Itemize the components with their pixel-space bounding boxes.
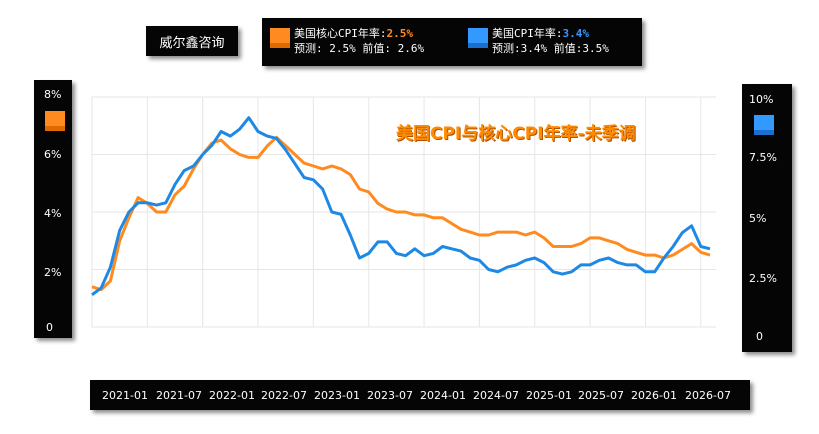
x-tick: 2021-01: [102, 389, 148, 402]
right-y-axis: 10% 7.5% 5% 2.5% 0: [742, 84, 792, 352]
series-line-cpi: [91, 116, 711, 296]
legend-core-swatch: [270, 28, 290, 48]
x-tick: 2022-01: [209, 389, 255, 402]
right-tick-0: 0: [756, 330, 763, 343]
left-tick-2: 2%: [44, 266, 62, 279]
chart-legend: 美国核心CPI年率:2.5% 预测: 2.5% 前值: 2.6% 美国CPI年率…: [262, 18, 642, 66]
legend-core-sub: 预测: 2.5% 前值: 2.6%: [294, 42, 425, 55]
left-tick-8: 8%: [44, 88, 62, 101]
legend-headline-sub: 预测:3.4% 前值:3.5%: [492, 42, 609, 55]
left-tick-4: 4%: [44, 207, 62, 220]
x-axis: 2021-01 2021-07 2022-01 2022-07 2023-01 …: [90, 380, 750, 410]
x-tick: 2023-01: [314, 389, 360, 402]
right-tick-2-5: 2.5%: [749, 272, 777, 285]
right-axis-swatch: [754, 115, 774, 135]
x-tick: 2026-07: [685, 389, 731, 402]
series-lines: [91, 116, 711, 296]
left-axis-swatch: [45, 111, 65, 131]
legend-headline-label: 美国CPI年率:: [492, 27, 563, 40]
right-tick-10: 10%: [749, 93, 774, 106]
legend-core-label: 美国核心CPI年率:: [294, 27, 387, 40]
x-tick: 2026-01: [631, 389, 677, 402]
brand-text: 威尔鑫咨询: [159, 35, 225, 51]
legend-headline-swatch: [468, 28, 488, 48]
left-tick-6: 6%: [44, 148, 62, 161]
legend-headline-value: 3.4%: [562, 27, 590, 40]
right-tick-7-5: 7.5%: [749, 151, 777, 164]
x-tick: 2025-01: [526, 389, 572, 402]
x-tick: 2022-07: [261, 389, 307, 402]
left-tick-0: 0: [46, 321, 53, 334]
right-tick-5: 5%: [749, 212, 767, 225]
brand-label: 威尔鑫咨询: [146, 26, 238, 56]
left-y-axis: 8% 6% 4% 2% 0: [34, 80, 72, 338]
x-tick: 2021-07: [156, 389, 202, 402]
grid-lines: [91, 96, 716, 328]
chart-title: 美国CPI与核心CPI年率-未季调: [396, 124, 636, 144]
series-line-core-cpi: [91, 135, 711, 292]
x-tick: 2023-07: [367, 389, 413, 402]
x-tick: 2024-07: [473, 389, 519, 402]
x-tick: 2024-01: [420, 389, 466, 402]
x-tick: 2025-07: [578, 389, 624, 402]
legend-core-value: 2.5%: [386, 27, 414, 40]
